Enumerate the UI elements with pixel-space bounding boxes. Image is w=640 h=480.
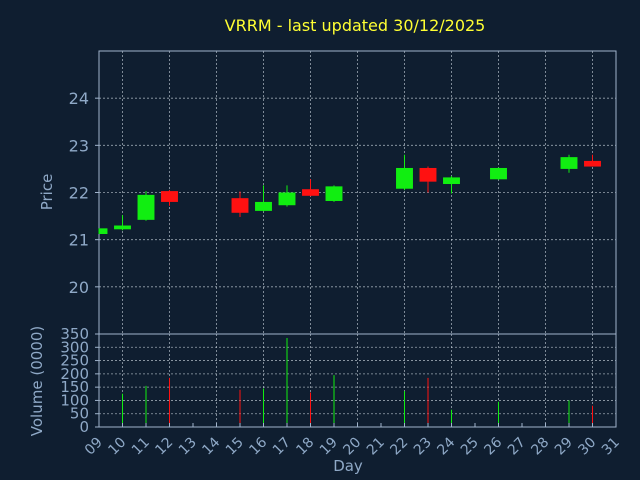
day-tick-label: 25	[458, 435, 482, 459]
candle-down	[161, 190, 178, 206]
volume-tick-label: 100	[60, 391, 89, 409]
chart-title: VRRM - last updated 30/12/2025	[225, 16, 486, 35]
candle-down	[302, 179, 319, 197]
volume-tick-label: 0	[79, 418, 89, 436]
candle-body	[255, 201, 272, 211]
candle-up	[396, 154, 413, 191]
price-axis-label: Price	[38, 174, 56, 211]
day-axis-label: Day	[333, 457, 363, 475]
candle-body	[231, 198, 249, 213]
candlestick-series	[98, 154, 601, 235]
day-tick-label: 23	[411, 435, 435, 459]
price-axis-ticks: 20 21 22 23 24	[69, 89, 99, 297]
day-tick-label: 10	[105, 435, 129, 459]
candle-up	[443, 175, 460, 194]
day-tick-label: 29	[552, 435, 576, 459]
day-axis-ticks: 09 10 11 12 13 14 15 16 17 18 19 20 21 22 23 24 25 26 27 28…	[82, 423, 623, 458]
candle-body	[114, 225, 131, 230]
candle-body	[560, 157, 578, 169]
day-tick-label: 13	[176, 435, 200, 459]
day-tick-label: 21	[364, 435, 388, 459]
price-tick-label: 22	[69, 184, 89, 203]
day-tick-label: 16	[246, 434, 270, 458]
volume-tick-label: 350	[60, 325, 89, 343]
day-tick-label: 27	[505, 435, 529, 459]
candle-down	[584, 154, 601, 167]
volume-tick-label: 50	[70, 405, 89, 423]
day-tick-label: 24	[434, 434, 458, 458]
day-tick-label: 15	[223, 435, 247, 459]
volume-grid	[99, 334, 616, 427]
day-tick-label: 14	[199, 434, 223, 458]
candle-body	[302, 189, 319, 196]
volume-series	[122, 337, 593, 427]
day-tick-label: 26	[481, 434, 505, 458]
candle-body	[325, 186, 343, 201]
day-tick-label: 19	[317, 435, 341, 459]
candle-up	[560, 154, 578, 173]
candle-up	[114, 215, 131, 231]
candle-body	[419, 167, 437, 182]
price-tick-label: 21	[69, 231, 89, 250]
day-tick-label: 18	[293, 435, 317, 459]
day-tick-label: 22	[387, 435, 411, 459]
day-tick-label: 17	[270, 435, 294, 459]
candle-up	[490, 167, 507, 180]
day-tick-label: 30	[575, 435, 599, 459]
candle-up	[255, 185, 272, 212]
candle-body	[278, 192, 296, 206]
candle-up	[278, 185, 296, 207]
day-tick-label: 20	[340, 435, 364, 459]
candle-up	[98, 228, 108, 235]
candle-up	[137, 191, 155, 221]
day-tick-label: 31	[599, 435, 623, 459]
day-tick-label: 12	[152, 435, 176, 459]
day-tick-label: 28	[528, 435, 552, 459]
price-tick-label: 24	[69, 89, 89, 108]
candle-up	[325, 185, 343, 202]
candle-down	[231, 191, 249, 218]
candle-body	[443, 177, 460, 185]
candle-body	[161, 191, 178, 202]
candle-body	[396, 167, 413, 189]
candle-body	[490, 167, 507, 180]
candle-down	[419, 166, 437, 193]
day-tick-label: 11	[129, 435, 153, 459]
day-tick-label: 09	[82, 435, 106, 459]
volume-tick-label: 200	[60, 365, 89, 383]
volume-tick-label: 250	[60, 352, 89, 370]
volume-tick-label: 300	[60, 338, 89, 356]
price-tick-label: 23	[69, 136, 89, 155]
candle-body	[99, 228, 108, 235]
volume-axis-label: Volume (0000)	[28, 326, 46, 436]
price-tick-label: 20	[69, 278, 89, 297]
candle-body	[584, 160, 601, 167]
candle-body	[137, 194, 155, 220]
volume-tick-label: 150	[60, 378, 89, 396]
